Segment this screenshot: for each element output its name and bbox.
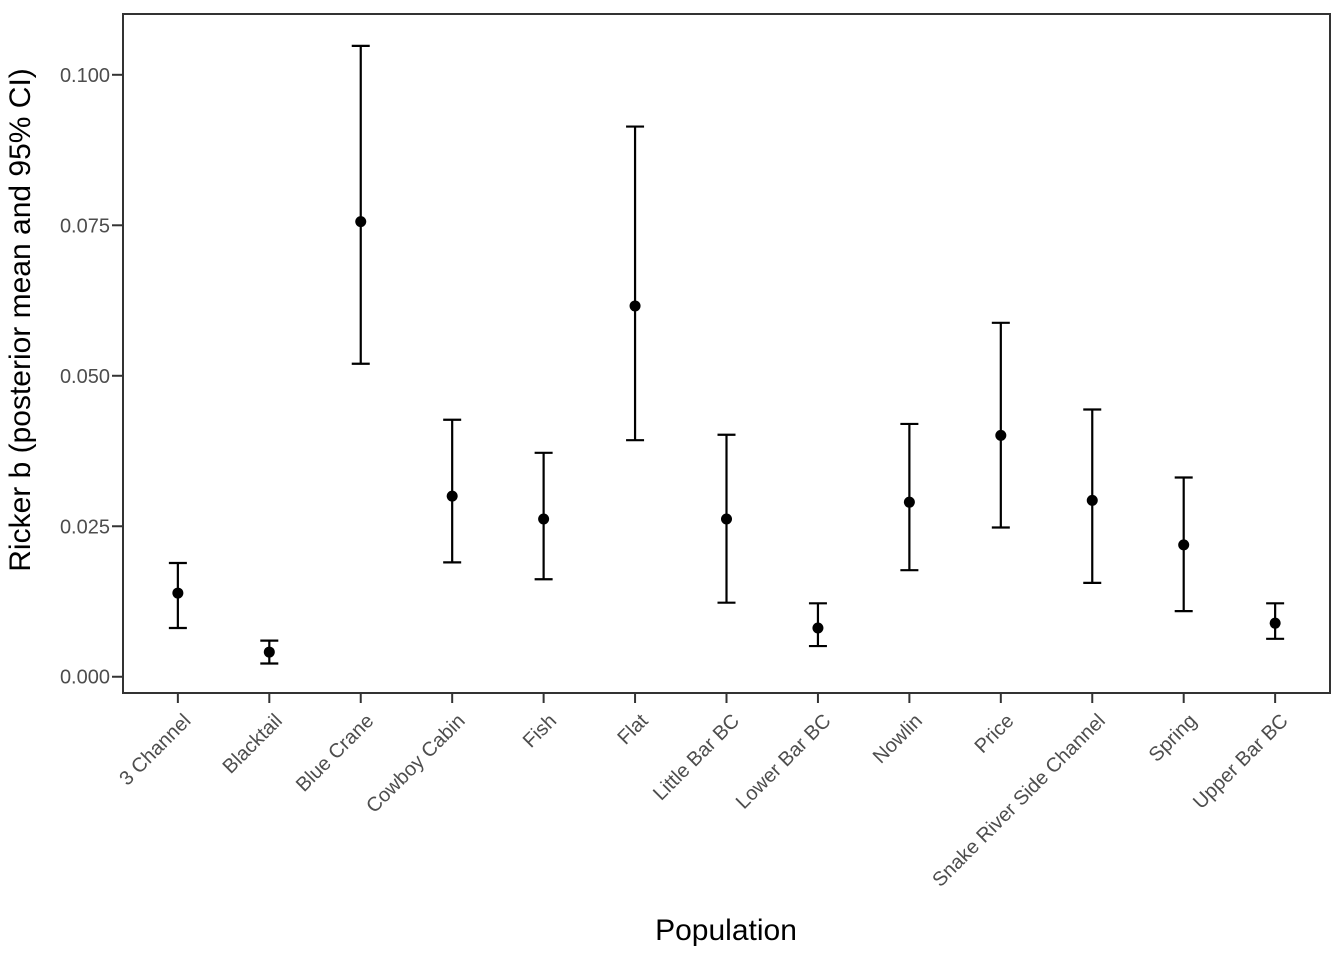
y-axis-tick-label: 0.075 xyxy=(60,215,110,237)
y-axis-tick-label: 0.000 xyxy=(60,667,110,689)
x-axis-tick-label: Blacktail xyxy=(219,710,287,778)
mean-point xyxy=(903,496,915,508)
x-axis-tick-label: Blue Crane xyxy=(292,710,378,796)
mean-point xyxy=(721,513,732,525)
mean-point xyxy=(1086,494,1098,506)
x-axis-tick-label: Cowboy Cabin xyxy=(362,710,470,818)
x-axis-tick-label: Price xyxy=(971,710,1019,758)
x-axis-tick-label: Nowlin xyxy=(869,710,927,768)
mean-point xyxy=(1269,617,1281,629)
chart-marks: 0.000 0.025 0.050 0.075 0.100 3 Channel Blackt… xyxy=(60,44,1293,891)
x-axis-tick-label: 3 Channel xyxy=(115,710,195,790)
y-axis-title: Ricker b (posterior mean and 95% CI) xyxy=(4,68,37,572)
mean-point xyxy=(1178,539,1190,551)
mean-point xyxy=(995,429,1007,441)
mean-point xyxy=(263,646,275,658)
x-axis-tick-label: Spring xyxy=(1145,710,1201,766)
x-axis-tick-label: Little Bar BC xyxy=(649,710,744,805)
mean-point xyxy=(355,216,367,228)
plot-panel xyxy=(122,13,1331,694)
x-axis-tick-label: Snake River Side Channel xyxy=(928,710,1109,891)
x-axis-tick-label: Lower Bar BC xyxy=(732,710,836,814)
x-axis-tick-label: Upper Bar BC xyxy=(1189,710,1293,814)
x-axis-title: Population xyxy=(655,914,797,947)
mean-point xyxy=(446,490,458,502)
mean-point xyxy=(172,587,184,599)
y-axis-tick-label: 0.025 xyxy=(60,516,110,538)
x-axis-tick-label: Flat xyxy=(613,710,652,749)
mean-point xyxy=(629,300,641,312)
y-axis-tick-label: 0.100 xyxy=(60,65,110,87)
mean-point xyxy=(538,513,550,525)
y-axis-tick-label: 0.050 xyxy=(60,366,110,388)
mean-point xyxy=(812,622,824,634)
x-axis-tick-label: Fish xyxy=(519,710,561,752)
